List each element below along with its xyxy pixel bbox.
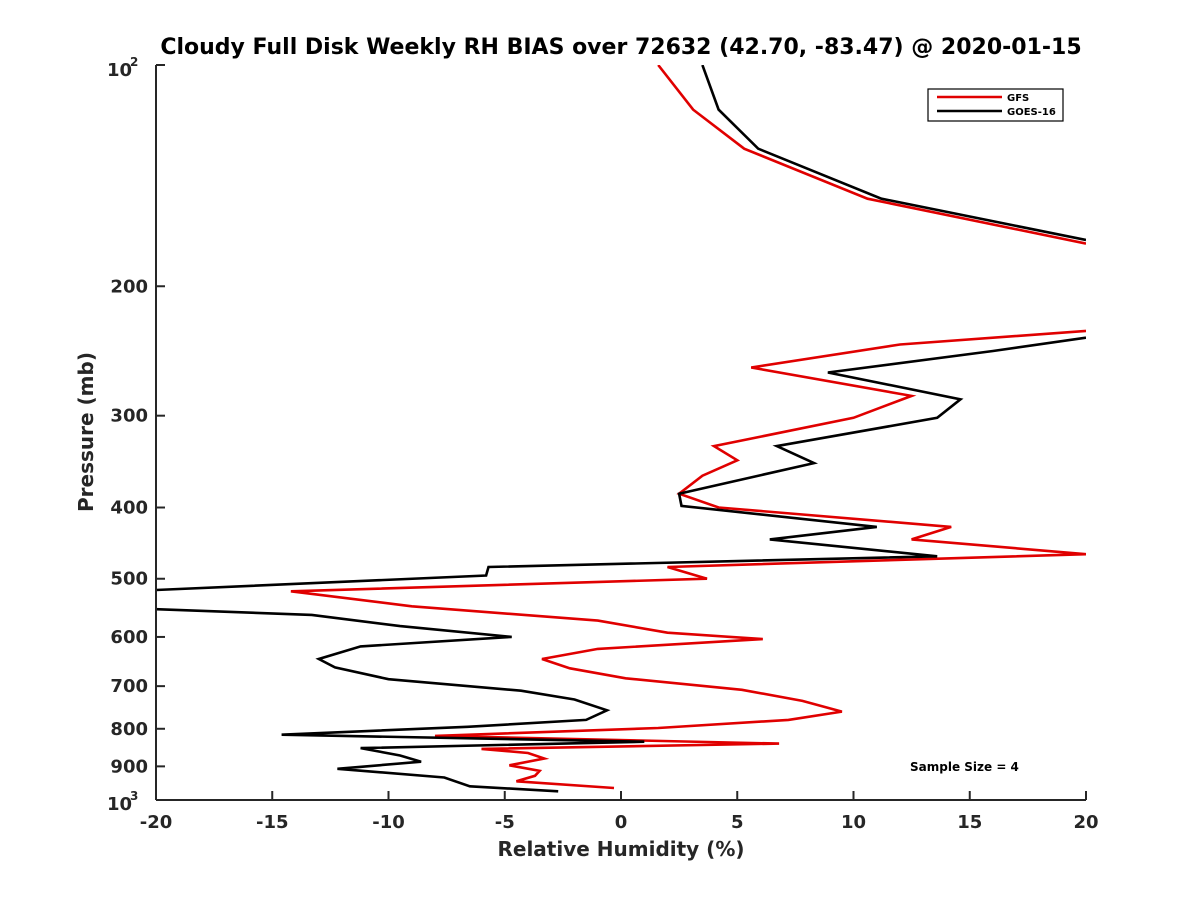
series-line-gfs — [290, 65, 1086, 790]
x-tick-label: 15 — [957, 812, 982, 833]
y-tick-label: 800 — [110, 719, 148, 740]
y-tick-label: 300 — [110, 406, 148, 427]
x-tick-label: 10 — [841, 812, 866, 833]
y-tick-label: 700 — [110, 676, 148, 697]
chart-title: Cloudy Full Disk Weekly RH BIAS over 726… — [160, 35, 1081, 60]
plot-area: -20 -15 -10 -5 0 5 10 15 20 200 300 400 500 600 700 80… — [110, 64, 1099, 833]
sample-size-annotation: Sample Size = 4 — [910, 760, 1019, 774]
y-tick-label: 400 — [110, 498, 148, 519]
x-tick-label: -15 — [256, 812, 289, 833]
series-layer — [156, 65, 1086, 793]
y-tick-label-bottom-base: 10 — [107, 794, 132, 815]
y-tick-label-bottom-exponent: 3 — [130, 789, 138, 803]
x-axis-label: Relative Humidity (%) — [497, 837, 744, 861]
x-ticks: -20 -15 -10 -5 0 5 10 15 20 — [140, 791, 1099, 833]
x-tick-label: -10 — [372, 812, 405, 833]
y-tick-label: 900 — [110, 756, 148, 777]
series-line-goes-16 — [156, 65, 1086, 793]
y-end-label-top: 10 2 — [107, 55, 138, 81]
plot-background — [156, 65, 1086, 800]
legend-label-gfs: GFS — [1007, 93, 1029, 104]
legend-label-goes-16: GOES-16 — [1007, 107, 1056, 118]
x-tick-label: 0 — [615, 812, 628, 833]
y-tick-label-top-exponent: 2 — [130, 55, 138, 69]
y-ticks: 200 300 400 500 600 700 800 900 — [110, 64, 165, 801]
x-tick-label: 5 — [731, 812, 744, 833]
y-tick-label-top-base: 10 — [107, 60, 132, 81]
y-end-label-bottom: 10 3 — [107, 789, 138, 815]
y-tick-label: 500 — [110, 569, 148, 590]
y-tick-label: 200 — [110, 276, 148, 297]
y-axis-label: Pressure (mb) — [74, 352, 98, 512]
x-tick-label: -5 — [495, 812, 515, 833]
y-tick-label: 600 — [110, 627, 148, 648]
legend: GFS GOES-16 — [927, 88, 1064, 122]
x-tick-label: 20 — [1073, 812, 1098, 833]
legend-box — [927, 88, 1064, 122]
x-tick-label: -20 — [140, 812, 173, 833]
